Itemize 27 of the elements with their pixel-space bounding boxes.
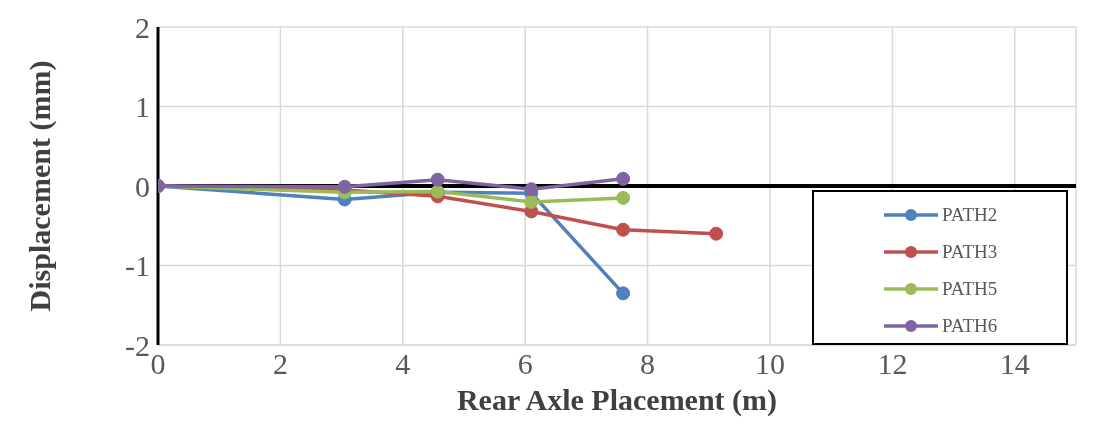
- point: [430, 172, 445, 187]
- y-tick-label: -1: [125, 249, 150, 283]
- point: [616, 190, 631, 205]
- x-tick-label: 4: [395, 347, 411, 381]
- x-tick-label: 10: [755, 347, 785, 381]
- y-axis-title: Displacement (mm): [23, 60, 57, 312]
- legend-label: PATH3: [942, 240, 998, 263]
- point: [524, 194, 539, 209]
- x-axis-title: Rear Axle Placement (m): [456, 383, 778, 417]
- point: [337, 179, 352, 194]
- legend-label: PATH2: [942, 203, 998, 226]
- x-tick-label: 14: [999, 347, 1030, 381]
- point: [616, 171, 631, 186]
- legend-label: PATH5: [942, 277, 998, 300]
- x-tick-label: 6: [517, 347, 533, 381]
- point: [616, 286, 631, 301]
- x-tick-label: 2: [272, 347, 288, 381]
- point: [616, 222, 631, 237]
- y-tick-label: 1: [135, 90, 150, 124]
- point: [709, 226, 724, 241]
- y-tick-label: -2: [125, 328, 150, 362]
- y-tick-label: 2: [135, 10, 150, 44]
- point: [524, 182, 539, 197]
- x-tick-label: 8: [640, 347, 656, 381]
- x-tick-label: 12: [877, 347, 908, 381]
- y-tick-label: 0: [135, 169, 150, 203]
- legend-label: PATH6: [942, 314, 998, 337]
